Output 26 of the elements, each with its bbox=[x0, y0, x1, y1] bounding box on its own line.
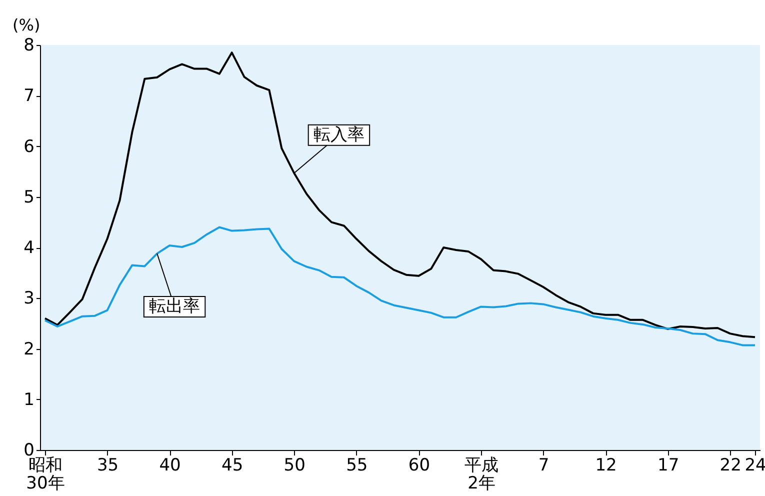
y-tick-label: 4 bbox=[24, 238, 34, 258]
x-tick-label: 45 bbox=[222, 456, 244, 476]
y-tick-label: 5 bbox=[24, 187, 34, 208]
x-tick-label: 昭和 30年 bbox=[26, 456, 65, 494]
x-tick-label: 7 bbox=[538, 456, 550, 476]
y-tick-label: 1 bbox=[24, 390, 34, 410]
x-tick-label: 22 bbox=[720, 456, 742, 476]
x-tick-label: 60 bbox=[408, 456, 430, 476]
y-tick-label: 6 bbox=[24, 136, 34, 157]
x-tick-label: 24 bbox=[744, 456, 765, 476]
y-tick-label: 2 bbox=[24, 339, 34, 360]
y-axis-title: (%) bbox=[12, 16, 40, 34]
x-tick-label: 55 bbox=[346, 456, 368, 476]
y-tick-label: 8 bbox=[24, 36, 34, 56]
x-tick-label: 12 bbox=[595, 456, 617, 476]
line-series bbox=[44, 226, 756, 346]
x-tick-label: 17 bbox=[658, 456, 680, 476]
y-tick-label: 7 bbox=[24, 86, 34, 106]
x-tick-label: 50 bbox=[284, 456, 306, 476]
series-label: 転入率 bbox=[313, 125, 364, 146]
x-tick-label: 35 bbox=[96, 456, 119, 476]
x-tick-label: 40 bbox=[159, 456, 181, 476]
line-series bbox=[44, 52, 756, 338]
x-tick-label: 平成 2年 bbox=[464, 456, 498, 494]
y-tick-label: 3 bbox=[24, 288, 34, 309]
series-label: 転出率 bbox=[149, 296, 200, 317]
